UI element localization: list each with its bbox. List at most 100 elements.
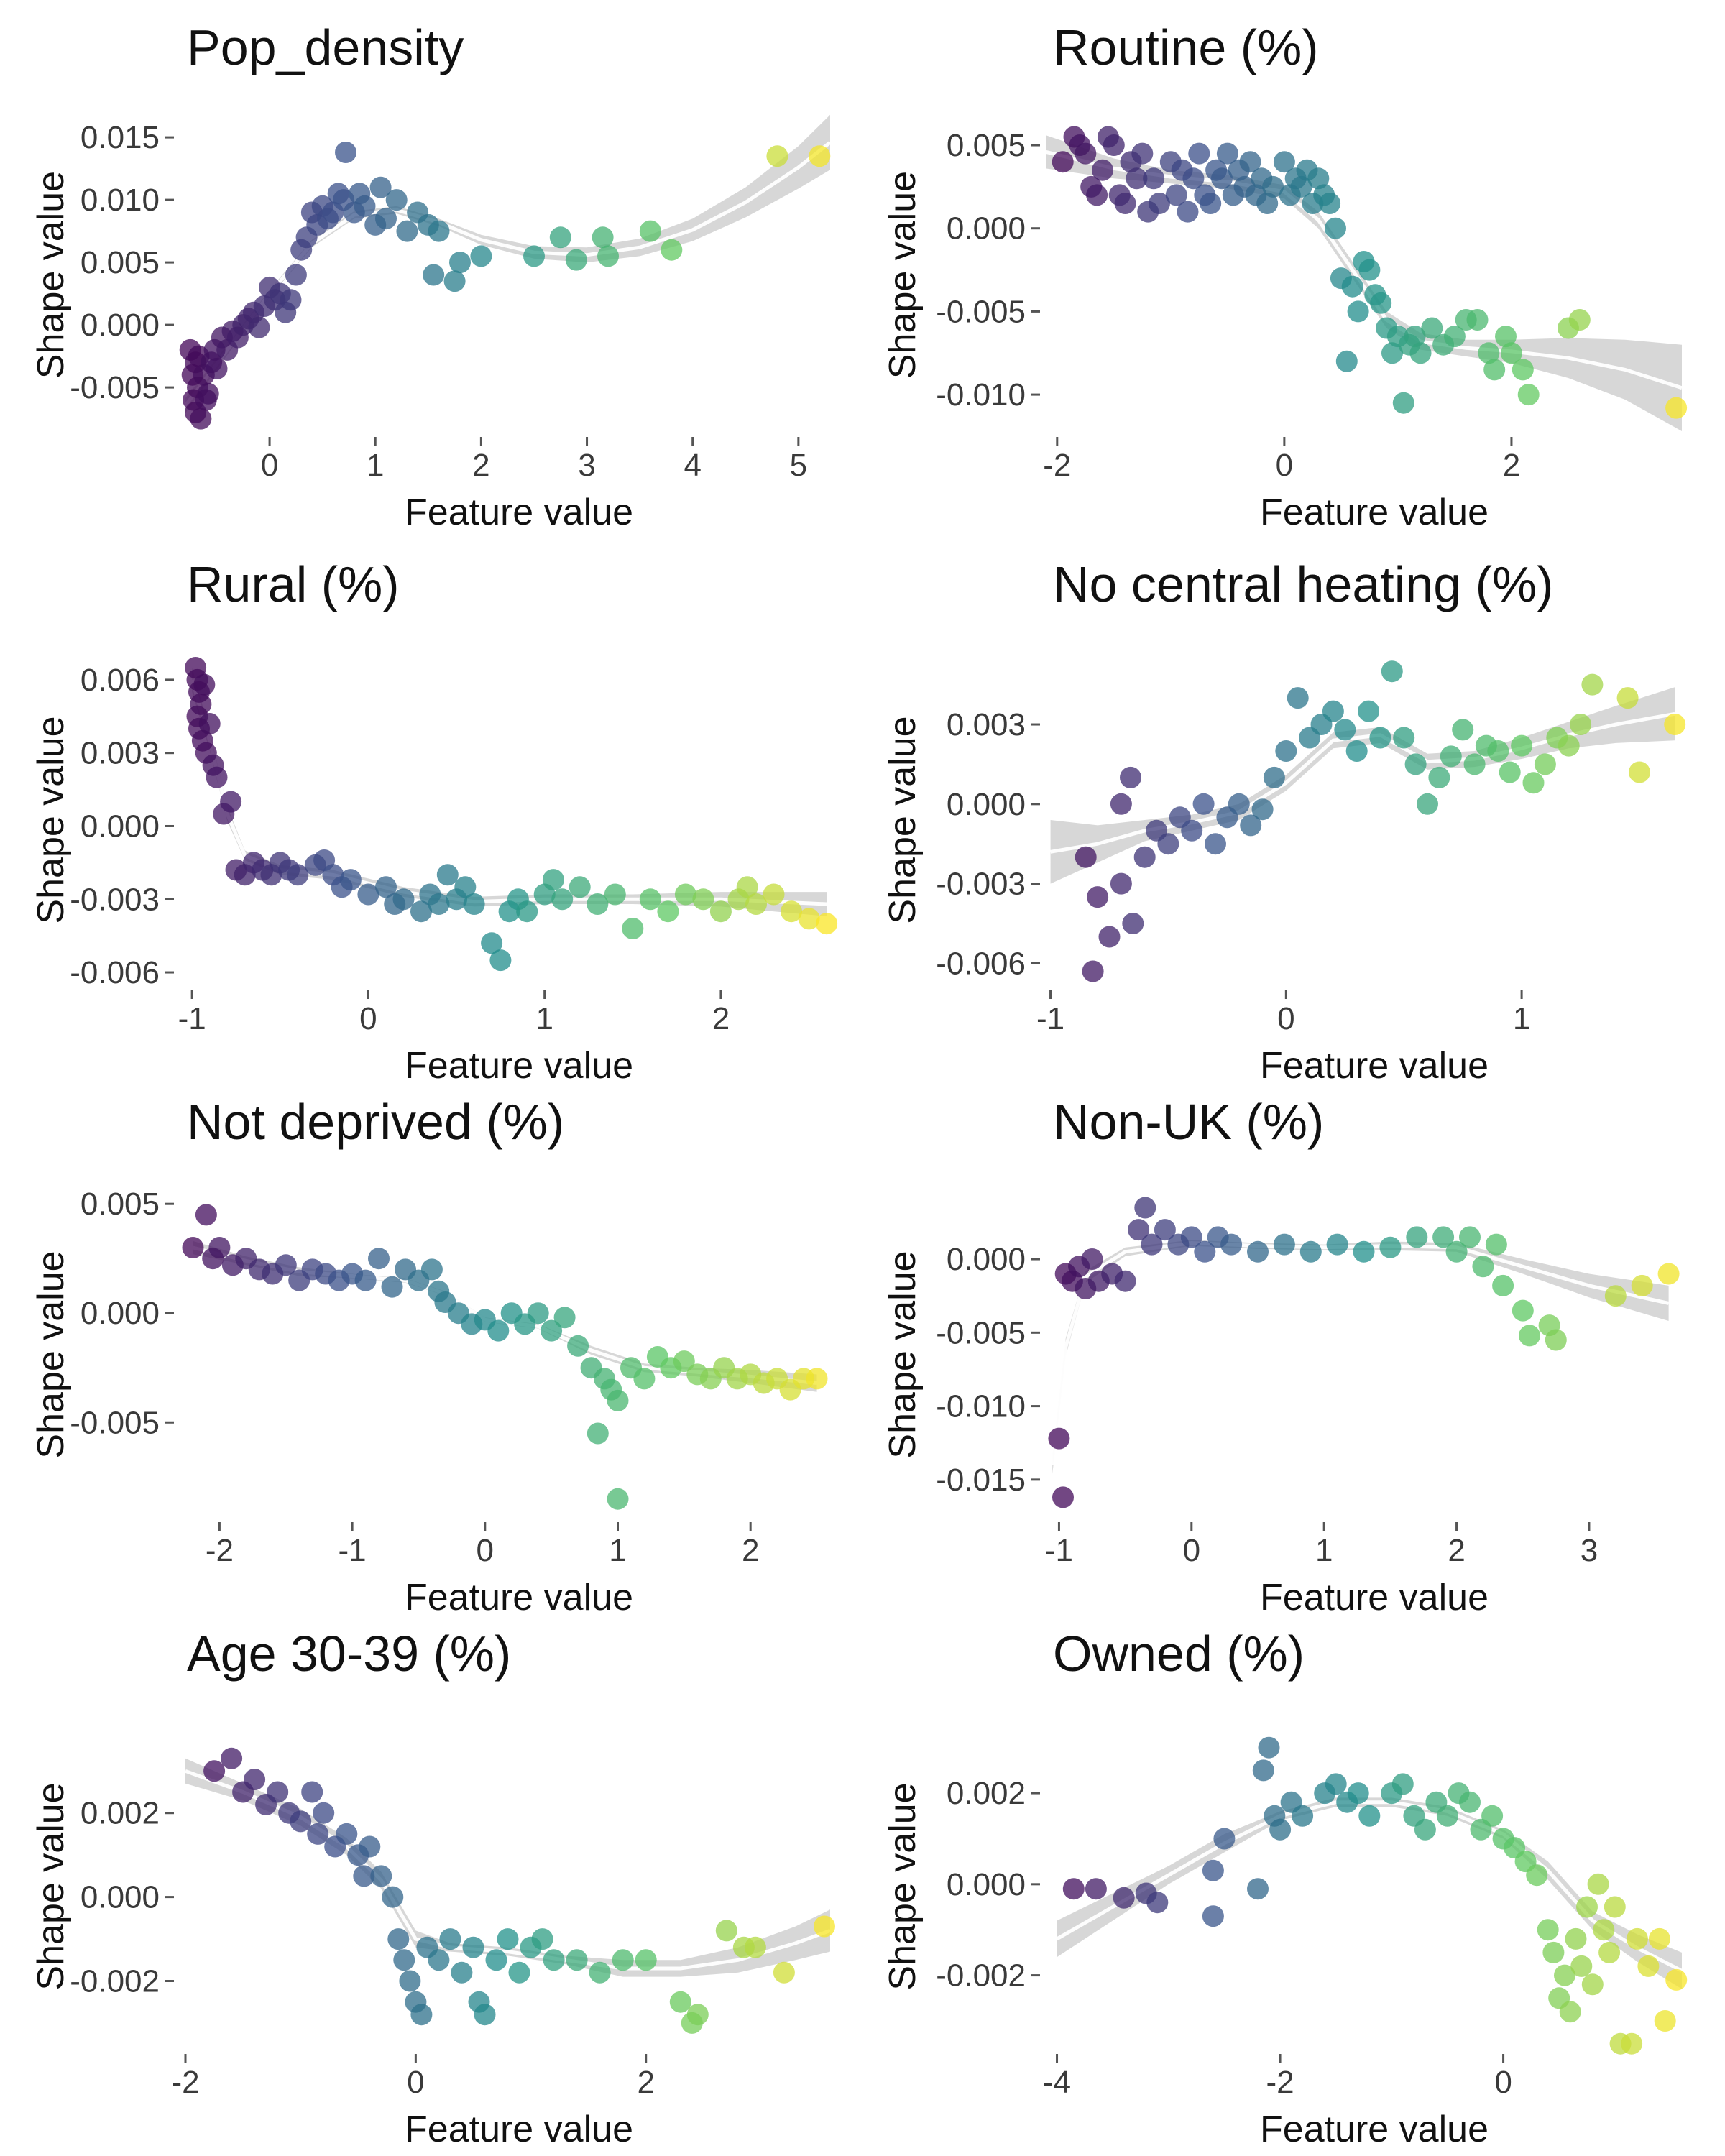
data-point — [1570, 1955, 1593, 1977]
data-point — [1048, 1427, 1070, 1450]
x-tick-label: -1 — [178, 1001, 206, 1036]
data-point — [523, 245, 545, 267]
data-point — [370, 1865, 392, 1887]
y-axis-label: Shape value — [30, 171, 72, 379]
data-point — [1381, 342, 1403, 364]
data-point — [1157, 833, 1179, 855]
data-point — [1075, 142, 1097, 165]
data-point — [1417, 793, 1438, 815]
data-point — [244, 1769, 266, 1790]
data-point — [798, 908, 820, 930]
x-tick-label: 0 — [1183, 1533, 1200, 1568]
data-point — [410, 900, 432, 923]
x-tick-label: -1 — [1045, 1533, 1073, 1568]
data-point — [1459, 1791, 1481, 1813]
data-point — [1665, 397, 1688, 419]
data-point — [1182, 167, 1205, 190]
data-point — [1534, 753, 1556, 775]
x-tick-label: 0 — [407, 2065, 424, 2100]
data-point — [806, 1368, 828, 1390]
data-point — [1369, 727, 1392, 749]
x-axis-label: Feature value — [1260, 1045, 1489, 1087]
confidence-band — [1057, 1797, 1682, 1989]
data-point — [1256, 193, 1279, 214]
data-point — [542, 869, 564, 891]
data-point — [1103, 134, 1125, 156]
data-point — [489, 949, 512, 972]
data-point — [1275, 740, 1297, 762]
data-point — [368, 1248, 390, 1270]
y-axis-label: Shape value — [882, 1250, 924, 1458]
data-point — [221, 1747, 243, 1769]
data-point — [1392, 392, 1414, 414]
data-point — [527, 1302, 549, 1325]
data-point — [1247, 1240, 1269, 1263]
data-point — [1459, 1226, 1481, 1248]
data-point — [339, 869, 362, 891]
x-axis-label: Feature value — [405, 492, 633, 533]
data-point — [1568, 309, 1591, 331]
x-tick-label: 5 — [790, 448, 807, 483]
y-axis-label: Shape value — [882, 1782, 924, 1990]
data-point — [1558, 734, 1580, 757]
x-tick-label: -2 — [206, 1533, 234, 1568]
x-tick-label: 0 — [1277, 1001, 1294, 1036]
data-point — [715, 1920, 737, 1942]
data-point — [633, 1368, 656, 1390]
data-point — [1517, 384, 1540, 406]
data-point — [1180, 1226, 1202, 1248]
data-point — [1194, 1240, 1216, 1263]
x-tick-label: 0 — [1276, 448, 1293, 483]
data-point — [674, 883, 696, 906]
data-point — [1143, 167, 1165, 190]
x-tick-label: 2 — [1503, 448, 1520, 483]
data-point — [1131, 142, 1154, 165]
data-point — [396, 220, 418, 242]
data-point — [481, 932, 503, 954]
data-point — [586, 893, 609, 915]
panel-6: Non-UK (%) -1 0 1 2 3 -0.015 -0.010 -0.005 0.000 F… — [882, 1094, 1680, 1618]
data-point — [1604, 1896, 1626, 1918]
x-tick-label: 2 — [712, 1001, 730, 1036]
data-point — [1292, 1805, 1314, 1827]
data-point — [1463, 753, 1486, 775]
data-point — [497, 1928, 519, 1950]
data-point — [1325, 1773, 1347, 1795]
data-point — [385, 189, 408, 211]
y-tick-label: 0.000 — [80, 1296, 160, 1331]
data-point — [1512, 359, 1534, 381]
data-point — [1487, 740, 1509, 762]
data-point — [1428, 766, 1450, 788]
data-point — [1522, 772, 1545, 794]
x-axis-label: Feature value — [405, 1577, 633, 1618]
data-point — [1414, 1818, 1436, 1841]
x-tick-label: 2 — [742, 1533, 759, 1568]
x-axis-label: Feature value — [1260, 492, 1489, 533]
data-point — [369, 176, 392, 198]
x-tick-label: 0 — [1494, 2065, 1512, 2100]
data-point — [816, 913, 838, 935]
data-point — [1445, 1240, 1468, 1263]
x-tick-label: 1 — [367, 448, 384, 483]
data-point — [428, 1949, 450, 1971]
data-point — [392, 888, 415, 911]
data-point — [354, 195, 376, 217]
data-point — [1181, 819, 1203, 842]
x-tick-label: -2 — [1043, 448, 1071, 483]
data-point — [612, 1949, 634, 1971]
x-tick-label: 3 — [578, 448, 595, 483]
x-tick-label: 3 — [1581, 1533, 1598, 1568]
y-tick-label: 0.000 — [947, 1242, 1026, 1277]
data-point — [1452, 719, 1474, 741]
data-point — [1499, 761, 1521, 783]
data-point — [1114, 193, 1136, 214]
data-point — [549, 226, 571, 249]
data-point — [1122, 913, 1144, 934]
data-point — [195, 1204, 217, 1226]
data-point — [1500, 342, 1522, 364]
x-tick-label: 1 — [609, 1533, 626, 1568]
data-point — [1370, 292, 1392, 314]
data-point — [208, 1237, 231, 1258]
y-tick-label: -0.002 — [70, 1963, 160, 1999]
data-point — [1273, 1233, 1295, 1256]
